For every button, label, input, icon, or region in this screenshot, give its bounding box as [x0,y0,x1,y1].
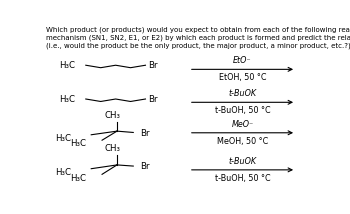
Text: Br: Br [148,61,157,70]
Text: EtO⁻: EtO⁻ [233,56,252,65]
Text: H₃C: H₃C [59,61,75,70]
Text: CH₃: CH₃ [105,111,121,120]
Text: t-BuOK: t-BuOK [229,157,257,166]
Text: MeOH, 50 °C: MeOH, 50 °C [217,137,268,146]
Text: CH₃: CH₃ [105,144,121,153]
Text: MeO⁻: MeO⁻ [231,120,253,129]
Text: t-BuOK: t-BuOK [229,89,257,98]
Text: EtOH, 50 °C: EtOH, 50 °C [219,73,266,82]
Text: t-BuOH, 50 °C: t-BuOH, 50 °C [215,106,270,115]
Text: H₃C: H₃C [70,140,86,149]
Text: mechanism (SN1, SN2, E1, or E2) by which each product is formed and predict the : mechanism (SN1, SN2, E1, or E2) by which… [47,34,350,41]
Text: (i.e., would the product be the only product, the major product, a minor product: (i.e., would the product be the only pro… [47,42,350,49]
Text: H₃C: H₃C [59,95,75,104]
Text: Which product (or products) would you expect to obtain from each of the followin: Which product (or products) would you ex… [47,27,350,33]
Text: H₃C: H₃C [70,174,86,183]
Text: Br: Br [140,162,149,171]
Text: H₃C: H₃C [55,168,71,177]
Text: H₃C: H₃C [55,134,71,143]
Text: Br: Br [140,129,149,138]
Text: t-BuOH, 50 °C: t-BuOH, 50 °C [215,174,270,183]
Text: Br: Br [148,95,157,104]
